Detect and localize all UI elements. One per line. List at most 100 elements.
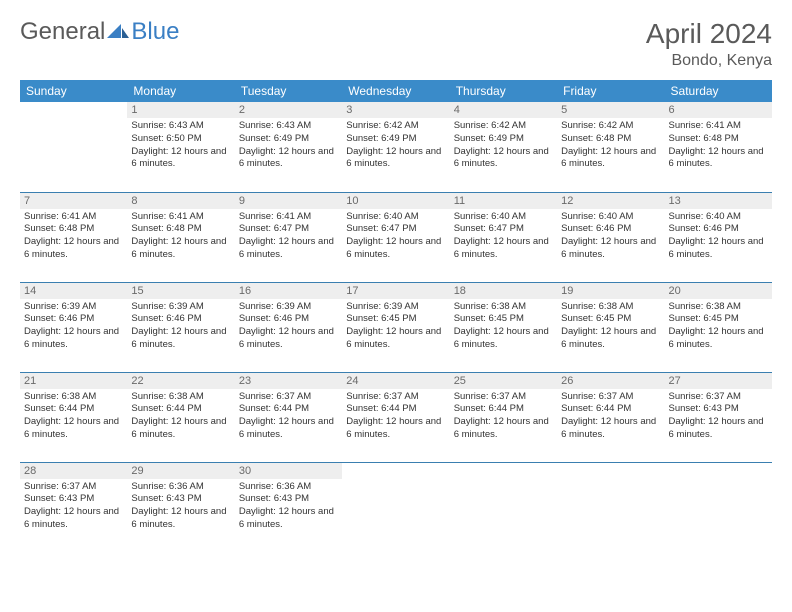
- day-cell: 11Sunrise: 6:40 AMSunset: 6:47 PMDayligh…: [450, 192, 557, 282]
- location: Bondo, Kenya: [646, 52, 772, 70]
- day-details: Sunrise: 6:40 AMSunset: 6:47 PMDaylight:…: [450, 209, 557, 266]
- calendar-table: Sunday Monday Tuesday Wednesday Thursday…: [20, 80, 772, 552]
- day-cell: 2Sunrise: 6:43 AMSunset: 6:49 PMDaylight…: [235, 102, 342, 192]
- day-details: Sunrise: 6:41 AMSunset: 6:48 PMDaylight:…: [127, 209, 234, 266]
- day-details: Sunrise: 6:43 AMSunset: 6:49 PMDaylight:…: [235, 118, 342, 175]
- day-cell: 24Sunrise: 6:37 AMSunset: 6:44 PMDayligh…: [342, 372, 449, 462]
- day-cell: 26Sunrise: 6:37 AMSunset: 6:44 PMDayligh…: [557, 372, 664, 462]
- day-details: Sunrise: 6:38 AMSunset: 6:44 PMDaylight:…: [20, 389, 127, 446]
- day-number: 22: [127, 373, 234, 389]
- day-number: 6: [665, 102, 772, 118]
- day-cell: 25Sunrise: 6:37 AMSunset: 6:44 PMDayligh…: [450, 372, 557, 462]
- day-cell: 16Sunrise: 6:39 AMSunset: 6:46 PMDayligh…: [235, 282, 342, 372]
- day-details: Sunrise: 6:39 AMSunset: 6:46 PMDaylight:…: [235, 299, 342, 356]
- day-details: Sunrise: 6:37 AMSunset: 6:44 PMDaylight:…: [450, 389, 557, 446]
- week-row: 7Sunrise: 6:41 AMSunset: 6:48 PMDaylight…: [20, 192, 772, 282]
- day-details: Sunrise: 6:41 AMSunset: 6:47 PMDaylight:…: [235, 209, 342, 266]
- day-number: 18: [450, 283, 557, 299]
- col-tuesday: Tuesday: [235, 80, 342, 102]
- day-cell: 17Sunrise: 6:39 AMSunset: 6:45 PMDayligh…: [342, 282, 449, 372]
- day-cell: 20Sunrise: 6:38 AMSunset: 6:45 PMDayligh…: [665, 282, 772, 372]
- day-number: 7: [20, 193, 127, 209]
- day-number: 19: [557, 283, 664, 299]
- day-number: 17: [342, 283, 449, 299]
- day-number: 14: [20, 283, 127, 299]
- col-saturday: Saturday: [665, 80, 772, 102]
- day-cell: 9Sunrise: 6:41 AMSunset: 6:47 PMDaylight…: [235, 192, 342, 282]
- day-number: 29: [127, 463, 234, 479]
- col-wednesday: Wednesday: [342, 80, 449, 102]
- day-cell: 18Sunrise: 6:38 AMSunset: 6:45 PMDayligh…: [450, 282, 557, 372]
- day-number: 26: [557, 373, 664, 389]
- day-number: 21: [20, 373, 127, 389]
- day-cell: 4Sunrise: 6:42 AMSunset: 6:49 PMDaylight…: [450, 102, 557, 192]
- day-cell: 23Sunrise: 6:37 AMSunset: 6:44 PMDayligh…: [235, 372, 342, 462]
- day-number: 8: [127, 193, 234, 209]
- sail-icon: [107, 24, 129, 40]
- day-details: Sunrise: 6:42 AMSunset: 6:49 PMDaylight:…: [342, 118, 449, 175]
- day-details: Sunrise: 6:39 AMSunset: 6:46 PMDaylight:…: [20, 299, 127, 356]
- day-number: 23: [235, 373, 342, 389]
- day-cell: [20, 102, 127, 192]
- day-cell: 7Sunrise: 6:41 AMSunset: 6:48 PMDaylight…: [20, 192, 127, 282]
- day-details: Sunrise: 6:38 AMSunset: 6:45 PMDaylight:…: [665, 299, 772, 356]
- day-cell: 5Sunrise: 6:42 AMSunset: 6:48 PMDaylight…: [557, 102, 664, 192]
- day-details: Sunrise: 6:37 AMSunset: 6:43 PMDaylight:…: [20, 479, 127, 536]
- day-cell: 8Sunrise: 6:41 AMSunset: 6:48 PMDaylight…: [127, 192, 234, 282]
- day-cell: [665, 462, 772, 552]
- day-cell: 28Sunrise: 6:37 AMSunset: 6:43 PMDayligh…: [20, 462, 127, 552]
- day-details: Sunrise: 6:40 AMSunset: 6:47 PMDaylight:…: [342, 209, 449, 266]
- day-cell: [450, 462, 557, 552]
- day-details: Sunrise: 6:43 AMSunset: 6:50 PMDaylight:…: [127, 118, 234, 175]
- month-year: April 2024: [646, 18, 772, 50]
- day-details: Sunrise: 6:42 AMSunset: 6:48 PMDaylight:…: [557, 118, 664, 175]
- day-number: 30: [235, 463, 342, 479]
- day-details: Sunrise: 6:41 AMSunset: 6:48 PMDaylight:…: [20, 209, 127, 266]
- title-box: April 2024 Bondo, Kenya: [646, 18, 772, 70]
- day-cell: 10Sunrise: 6:40 AMSunset: 6:47 PMDayligh…: [342, 192, 449, 282]
- day-number: 27: [665, 373, 772, 389]
- col-sunday: Sunday: [20, 80, 127, 102]
- day-number: 25: [450, 373, 557, 389]
- day-details: Sunrise: 6:37 AMSunset: 6:44 PMDaylight:…: [235, 389, 342, 446]
- day-details: Sunrise: 6:40 AMSunset: 6:46 PMDaylight:…: [665, 209, 772, 266]
- logo: General Blue: [20, 18, 179, 46]
- col-friday: Friday: [557, 80, 664, 102]
- day-cell: 14Sunrise: 6:39 AMSunset: 6:46 PMDayligh…: [20, 282, 127, 372]
- day-number: 20: [665, 283, 772, 299]
- col-thursday: Thursday: [450, 80, 557, 102]
- day-number: 28: [20, 463, 127, 479]
- day-cell: [557, 462, 664, 552]
- day-number: 4: [450, 102, 557, 118]
- day-number: 3: [342, 102, 449, 118]
- day-details: Sunrise: 6:36 AMSunset: 6:43 PMDaylight:…: [235, 479, 342, 536]
- day-cell: 29Sunrise: 6:36 AMSunset: 6:43 PMDayligh…: [127, 462, 234, 552]
- day-details: Sunrise: 6:39 AMSunset: 6:45 PMDaylight:…: [342, 299, 449, 356]
- day-cell: 21Sunrise: 6:38 AMSunset: 6:44 PMDayligh…: [20, 372, 127, 462]
- day-number: 24: [342, 373, 449, 389]
- day-cell: [342, 462, 449, 552]
- day-details: Sunrise: 6:37 AMSunset: 6:43 PMDaylight:…: [665, 389, 772, 446]
- week-row: 28Sunrise: 6:37 AMSunset: 6:43 PMDayligh…: [20, 462, 772, 552]
- day-details: Sunrise: 6:42 AMSunset: 6:49 PMDaylight:…: [450, 118, 557, 175]
- week-row: 1Sunrise: 6:43 AMSunset: 6:50 PMDaylight…: [20, 102, 772, 192]
- day-details: Sunrise: 6:38 AMSunset: 6:44 PMDaylight:…: [127, 389, 234, 446]
- day-details: Sunrise: 6:38 AMSunset: 6:45 PMDaylight:…: [557, 299, 664, 356]
- day-number: 2: [235, 102, 342, 118]
- day-cell: 12Sunrise: 6:40 AMSunset: 6:46 PMDayligh…: [557, 192, 664, 282]
- day-number: 1: [127, 102, 234, 118]
- day-cell: 30Sunrise: 6:36 AMSunset: 6:43 PMDayligh…: [235, 462, 342, 552]
- day-cell: 22Sunrise: 6:38 AMSunset: 6:44 PMDayligh…: [127, 372, 234, 462]
- day-number: 16: [235, 283, 342, 299]
- logo-text-general: General: [20, 18, 105, 46]
- day-details: Sunrise: 6:37 AMSunset: 6:44 PMDaylight:…: [557, 389, 664, 446]
- day-details: Sunrise: 6:37 AMSunset: 6:44 PMDaylight:…: [342, 389, 449, 446]
- day-number: 12: [557, 193, 664, 209]
- week-row: 21Sunrise: 6:38 AMSunset: 6:44 PMDayligh…: [20, 372, 772, 462]
- day-cell: 3Sunrise: 6:42 AMSunset: 6:49 PMDaylight…: [342, 102, 449, 192]
- day-cell: 19Sunrise: 6:38 AMSunset: 6:45 PMDayligh…: [557, 282, 664, 372]
- day-number: 15: [127, 283, 234, 299]
- col-monday: Monday: [127, 80, 234, 102]
- header-row: Sunday Monday Tuesday Wednesday Thursday…: [20, 80, 772, 102]
- day-details: Sunrise: 6:40 AMSunset: 6:46 PMDaylight:…: [557, 209, 664, 266]
